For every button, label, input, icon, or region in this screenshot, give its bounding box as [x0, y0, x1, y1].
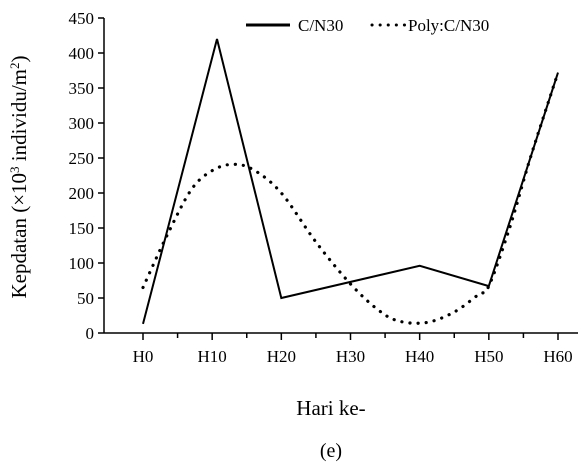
legend-label-poly-c-n30: Poly:C/N30 — [408, 16, 489, 35]
y-tick-label: 400 — [69, 44, 95, 63]
x-tick-label: H10 — [198, 347, 227, 366]
x-axis-title: Hari ke- — [296, 396, 365, 420]
x-tick-label: H30 — [336, 347, 365, 366]
legend: C/N30 Poly:C/N30 — [246, 16, 489, 35]
y-tick-label: 0 — [86, 324, 95, 343]
series-line-poly-c-n30 — [141, 71, 560, 325]
x-tick-label: H0 — [133, 347, 154, 366]
figure-caption: (e) — [320, 440, 342, 462]
y-tick-label: 100 — [69, 254, 95, 273]
y-tick-label: 350 — [69, 79, 95, 98]
y-tick-label: 200 — [69, 184, 95, 203]
y-tick-label: 50 — [77, 289, 94, 308]
plot-lines — [141, 38, 560, 325]
y-tick-label: 150 — [69, 219, 95, 238]
x-tick-label: H40 — [405, 347, 434, 366]
legend-label-c-n30: C/N30 — [298, 16, 343, 35]
x-tick-label: H50 — [474, 347, 503, 366]
y-tick-label: 300 — [69, 114, 95, 133]
x-tick-label: H60 — [543, 347, 572, 366]
x-tick-label: H20 — [267, 347, 296, 366]
y-axis-title: Kepdatan (×103 individu/m2) — [7, 56, 31, 299]
y-tick-label: 250 — [69, 149, 95, 168]
y-axis-ticks: 0 50 100 150 200 250 300 350 400 450 — [69, 9, 104, 343]
y-tick-label: 450 — [69, 9, 95, 28]
series-line-c-n30 — [142, 38, 559, 325]
x-axis-ticks: H0 H10 H20 H30 H40 H50 H60 — [133, 333, 573, 366]
